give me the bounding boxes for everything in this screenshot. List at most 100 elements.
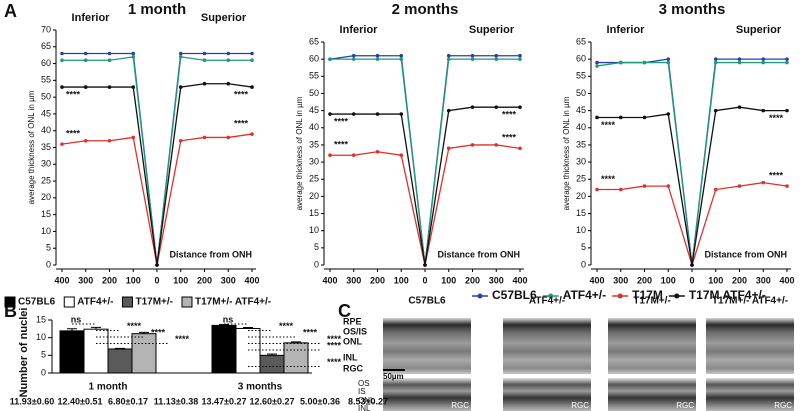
data-point [470, 143, 475, 147]
legend-swatch [121, 296, 133, 308]
data-point [131, 135, 136, 140]
data-point [494, 53, 499, 58]
significance: **** [601, 174, 616, 184]
y-tick-label: 10 [576, 225, 586, 235]
y-tick-label: 25 [309, 174, 319, 184]
data-point [642, 184, 647, 188]
data-point [250, 51, 254, 56]
layer-label: IS [358, 387, 366, 396]
x-tick-label: 400 [512, 275, 527, 285]
data-point [375, 149, 380, 154]
value-label: 12.60±0.27 [250, 396, 295, 406]
significance: **** [502, 110, 517, 120]
bar [59, 330, 85, 374]
x-tick-label: 100 [173, 275, 188, 285]
data-point [60, 142, 64, 146]
x-tick-label: 0 [154, 275, 159, 285]
column-header: ATF4+/- [529, 296, 565, 307]
series-line [330, 58, 520, 266]
legend-marker [548, 293, 554, 299]
y-tick-label: 40 [576, 122, 586, 132]
y-tick-label: 25 [41, 175, 51, 185]
data-point [83, 85, 88, 89]
value-label: 6.80±0.17 [108, 396, 148, 406]
data-point [713, 60, 718, 65]
panel-label: A [4, 1, 17, 21]
legend-label: T17M [632, 288, 663, 302]
series-line [62, 52, 252, 266]
micrograph [503, 378, 591, 411]
data-point [494, 143, 499, 147]
y-axis-label: average thickness of ONL in µm [295, 96, 304, 210]
y-tick-label: 10 [36, 332, 46, 342]
data-point [518, 146, 522, 151]
error-bar [267, 353, 277, 356]
legend-swatch [63, 296, 75, 308]
data-point [642, 60, 647, 65]
y-tick-label: 60 [41, 58, 51, 68]
significance: **** [769, 170, 784, 180]
data-point [351, 112, 356, 116]
significance: **** [327, 340, 342, 350]
x-tick-label: 100 [441, 275, 456, 285]
x-tick-label: 300 [346, 275, 361, 285]
data-point [761, 57, 766, 61]
data-point [328, 57, 332, 61]
layer-label: ONL [358, 396, 375, 405]
x-tick-label: 400 [779, 275, 794, 285]
layer-label: ONL [343, 336, 363, 346]
data-point [107, 138, 112, 143]
x-tick-label: 100 [661, 275, 676, 285]
x-tick-label: 100 [394, 275, 409, 285]
y-tick-label: 20 [576, 191, 586, 201]
y-tick-label: 15 [309, 208, 319, 218]
value-label: 11.93±0.60 [10, 396, 54, 406]
data-point [785, 60, 789, 65]
data-point [618, 115, 623, 120]
value-label: 8.53±0.27 [348, 396, 388, 406]
data-point [399, 57, 404, 61]
y-tick-label: 45 [576, 105, 586, 115]
series-line [62, 83, 253, 266]
error-bar [139, 331, 149, 334]
value-label: 12.40±0.51 [58, 396, 103, 406]
data-point [178, 138, 183, 143]
x-tick-label: 0 [689, 275, 694, 285]
layer-label: OS [358, 379, 370, 388]
y-tick-label: 5 [46, 243, 51, 253]
x-tick-label: 400 [54, 275, 69, 285]
significance: **** [502, 133, 517, 143]
bar [235, 327, 261, 374]
data-point [202, 135, 207, 140]
x-tick-label: 200 [465, 275, 480, 285]
series-line [597, 106, 787, 266]
y-tick-label: 0 [46, 259, 51, 269]
data-point [446, 146, 451, 151]
significance: **** [66, 89, 81, 99]
y-axis-label: average thickness of ONL in µm [27, 90, 36, 204]
layer-label: RGC [571, 401, 589, 410]
significance: **** [234, 89, 249, 99]
data-point [518, 105, 522, 109]
x-tick-label: 400 [244, 275, 259, 285]
data-point [226, 135, 231, 140]
series-line [62, 56, 252, 266]
y-tick-label: 5 [581, 242, 586, 252]
data-point [202, 58, 207, 63]
data-point [250, 58, 254, 63]
data-point [595, 64, 599, 68]
data-point [666, 57, 671, 61]
error-bar [291, 341, 301, 343]
y-tick-label: 10 [309, 225, 319, 235]
data-point [666, 60, 671, 65]
error-bar [67, 328, 77, 331]
y-tick-label: 40 [41, 125, 51, 135]
data-point [761, 180, 766, 185]
y-tick-label: 50 [576, 88, 586, 98]
x-axis-label: Distance from ONH [169, 249, 252, 259]
legend-marker [617, 293, 623, 299]
region-label: Superior [201, 12, 247, 24]
data-point [518, 53, 522, 58]
data-point [713, 108, 718, 113]
data-point [494, 105, 499, 109]
